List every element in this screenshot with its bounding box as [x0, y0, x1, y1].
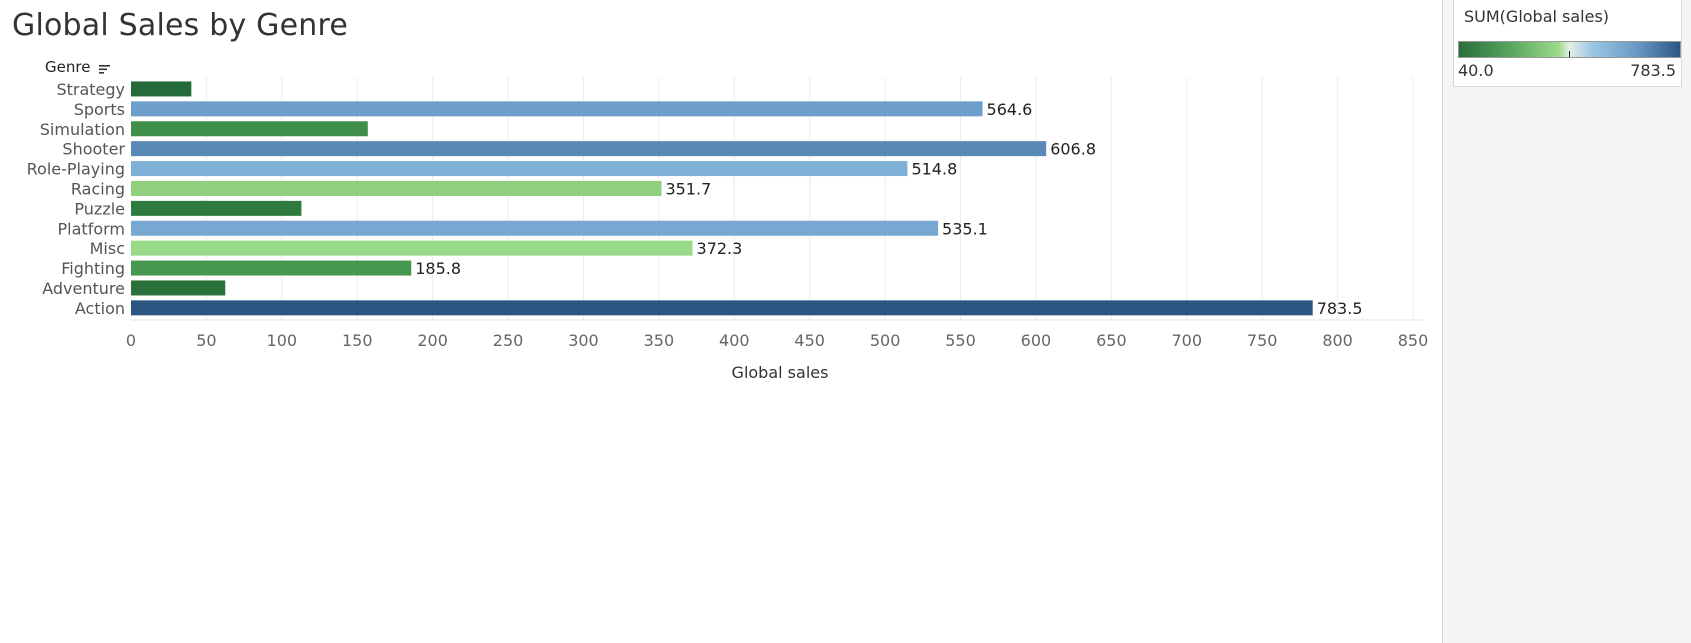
color-legend: SUM(Global sales) 40.0 783.5	[1453, 0, 1682, 87]
bar[interactable]	[131, 121, 368, 137]
x-tick-label: 550	[945, 331, 976, 350]
category-label: Racing	[71, 179, 125, 198]
side-panel: SUM(Global sales) 40.0 783.5	[1442, 0, 1691, 643]
bar[interactable]	[131, 180, 662, 196]
bar[interactable]	[131, 220, 939, 236]
category-label: Misc	[90, 239, 125, 258]
category-label: Puzzle	[74, 199, 125, 218]
data-label: 783.5	[1317, 299, 1363, 318]
data-label: 185.8	[415, 259, 461, 278]
bar[interactable]	[131, 161, 908, 177]
category-label: Platform	[58, 219, 125, 238]
category-label: Fighting	[61, 259, 125, 278]
category-label: Role-Playing	[27, 160, 125, 179]
bar[interactable]	[131, 260, 412, 276]
bar[interactable]	[131, 280, 226, 296]
x-tick-label: 500	[870, 331, 901, 350]
chart-title: Global Sales by Genre	[12, 8, 349, 43]
bar[interactable]	[131, 81, 192, 97]
legend-tick-mark	[1569, 51, 1570, 57]
x-axis-title: Global sales	[732, 363, 829, 382]
x-tick-label: 300	[568, 331, 599, 350]
x-tick-label: 150	[342, 331, 373, 350]
data-label: 535.1	[942, 219, 988, 238]
category-label: Strategy	[56, 80, 125, 99]
x-tick-label: 350	[644, 331, 675, 350]
category-label: Adventure	[42, 279, 125, 298]
legend-min-label: 40.0	[1458, 61, 1494, 80]
legend-color-ramp	[1458, 41, 1681, 58]
data-label: 351.7	[665, 179, 711, 198]
bar[interactable]	[131, 240, 693, 256]
sort-icon[interactable]	[99, 64, 111, 76]
genre-header[interactable]: Genre	[45, 58, 91, 76]
data-label: 372.3	[697, 239, 743, 258]
legend-title: SUM(Global sales)	[1464, 7, 1610, 26]
x-tick-label: 400	[719, 331, 750, 350]
x-tick-label: 700	[1171, 331, 1202, 350]
x-tick-label: 50	[196, 331, 216, 350]
category-label: Action	[75, 299, 125, 318]
bar[interactable]	[131, 101, 983, 117]
bar[interactable]	[131, 200, 302, 216]
data-label: 564.6	[987, 100, 1033, 119]
x-tick-label: 0	[126, 331, 136, 350]
bar[interactable]	[131, 300, 1313, 316]
x-tick-label: 750	[1247, 331, 1278, 350]
category-label: Sports	[74, 100, 125, 119]
x-tick-label: 850	[1398, 331, 1429, 350]
category-label: Shooter	[62, 140, 125, 159]
data-label: 606.8	[1050, 140, 1096, 159]
x-tick-label: 250	[493, 331, 524, 350]
x-tick-label: 200	[417, 331, 448, 350]
category-label: Simulation	[40, 120, 125, 139]
x-tick-label: 800	[1322, 331, 1353, 350]
bar[interactable]	[131, 141, 1047, 157]
x-tick-label: 600	[1021, 331, 1052, 350]
x-tick-label: 450	[794, 331, 825, 350]
legend-max-label: 783.5	[1630, 61, 1676, 80]
x-tick-label: 100	[267, 331, 298, 350]
data-label: 514.8	[911, 160, 957, 179]
x-tick-label: 650	[1096, 331, 1127, 350]
